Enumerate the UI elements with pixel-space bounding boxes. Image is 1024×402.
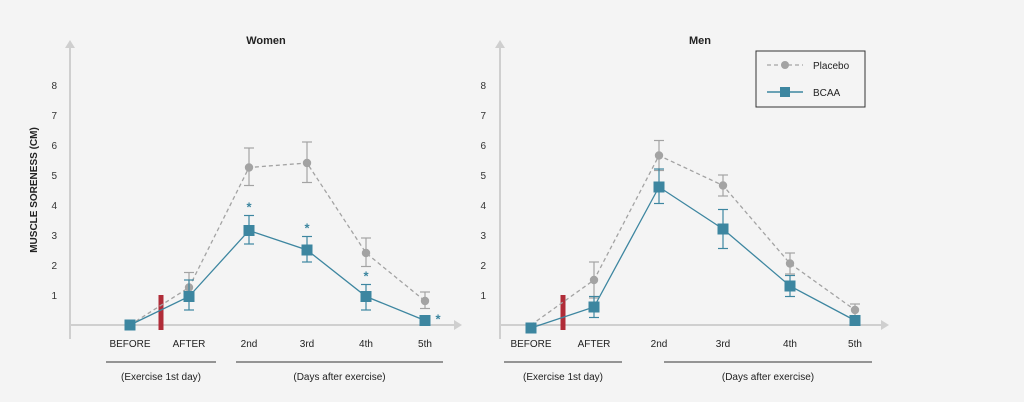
women-bcaa-point [419, 315, 431, 326]
men-placebo-point [654, 151, 664, 160]
men-chart-title: Men [689, 35, 711, 47]
men-y-tick-label: 7 [480, 111, 486, 122]
women-y-axis-arrow [65, 40, 75, 48]
women-x-axis-arrow [454, 320, 462, 330]
legend: Placebo BCAA [755, 50, 866, 108]
men-y-tick-label: 2 [480, 261, 486, 272]
women-x-tick-label: 5th [418, 339, 432, 350]
women-significance-asterisk: * [246, 200, 252, 215]
men-x-tick-label: 4th [783, 339, 797, 350]
women-significance-asterisk: * [363, 269, 369, 284]
women-exercise-marker [158, 295, 164, 330]
legend-box [755, 50, 866, 108]
women-placebo-point [302, 158, 312, 168]
women-group-label: (Days after exercise) [293, 372, 385, 383]
women-x-tick-label: AFTER [173, 339, 206, 350]
women-placebo-point [420, 296, 430, 306]
men-y-tick-label: 4 [480, 201, 486, 212]
women-y-tick-label: 1 [51, 291, 57, 302]
women-bcaa-point [183, 291, 195, 302]
men-bcaa-point [717, 223, 729, 235]
men-bcaa-point [784, 280, 796, 292]
women-significance-asterisk: * [435, 312, 441, 327]
women-x-tick-label: 3rd [300, 339, 314, 350]
legend-placebo-marker [781, 61, 789, 69]
women-y-axis-label: MUSCLE SORENESS (CM) [29, 127, 40, 253]
men-x-tick-label: 2nd [651, 339, 668, 350]
women-y-tick-label: 5 [51, 171, 57, 182]
women-bcaa-point [243, 225, 255, 236]
women-bcaa-point [301, 244, 313, 256]
women-y-tick-label: 2 [51, 261, 57, 272]
men-y-tick-label: 8 [480, 81, 486, 92]
men-group-label: (Exercise 1st day) [523, 372, 603, 383]
men-x-tick-label: 5th [848, 339, 862, 350]
women-y-tick-label: 6 [51, 141, 57, 152]
women-chart-title: Women [246, 35, 286, 47]
women-y-tick-label: 7 [51, 111, 57, 122]
men-y-tick-label: 1 [480, 291, 486, 302]
women-y-tick-label: 3 [51, 231, 57, 242]
legend-bcaa-label: BCAA [813, 88, 841, 99]
men-y-axis-arrow [495, 40, 505, 48]
women-x-tick-label: 4th [359, 339, 373, 350]
women-x-tick-label: BEFORE [109, 339, 150, 350]
men-y-tick-label: 5 [480, 171, 486, 182]
women-x-tick-label: 2nd [241, 339, 258, 350]
women-bcaa-line [129, 229, 426, 326]
men-placebo-point [785, 259, 795, 268]
men-chart-panel: Men 1 2 3 4 5 6 7 8 BEFORE AFTER 2nd 3rd 4th 5th (Exer… [480, 35, 889, 383]
women-placebo-point [244, 163, 254, 172]
legend-bcaa-marker [780, 87, 790, 97]
men-y-tick-label: 3 [480, 231, 486, 242]
men-x-tick-label: BEFORE [510, 339, 551, 350]
women-bcaa-point [124, 319, 136, 331]
legend-placebo-label: Placebo [813, 61, 850, 72]
men-bcaa-line [530, 186, 856, 329]
women-bcaa-point [360, 291, 372, 302]
women-placebo-point [361, 248, 371, 258]
men-x-tick-label: 3rd [716, 339, 730, 350]
men-placebo-point [718, 181, 728, 190]
women-significance-asterisk: * [304, 221, 310, 236]
women-group-label: (Exercise 1st day) [121, 372, 201, 383]
men-placebo-line [530, 154, 856, 326]
men-y-tick-label: 6 [480, 141, 486, 152]
men-placebo-point [589, 275, 599, 285]
men-x-axis-arrow [881, 320, 889, 330]
women-placebo-line [129, 162, 426, 326]
men-group-label: (Days after exercise) [722, 372, 814, 383]
men-bcaa-point [525, 322, 537, 334]
men-placebo-point [850, 305, 860, 315]
men-x-tick-label: AFTER [578, 339, 611, 350]
men-bcaa-point [588, 301, 600, 313]
men-bcaa-point [653, 181, 665, 193]
men-exercise-marker [560, 295, 566, 330]
women-chart-panel: Women MUSCLE SORENESS (CM) 1 2 3 4 5 6 7 8 BEFOR… [29, 35, 462, 383]
women-y-tick-label: 4 [51, 201, 57, 212]
women-y-tick-label: 8 [51, 81, 57, 92]
men-bcaa-point [849, 315, 861, 326]
